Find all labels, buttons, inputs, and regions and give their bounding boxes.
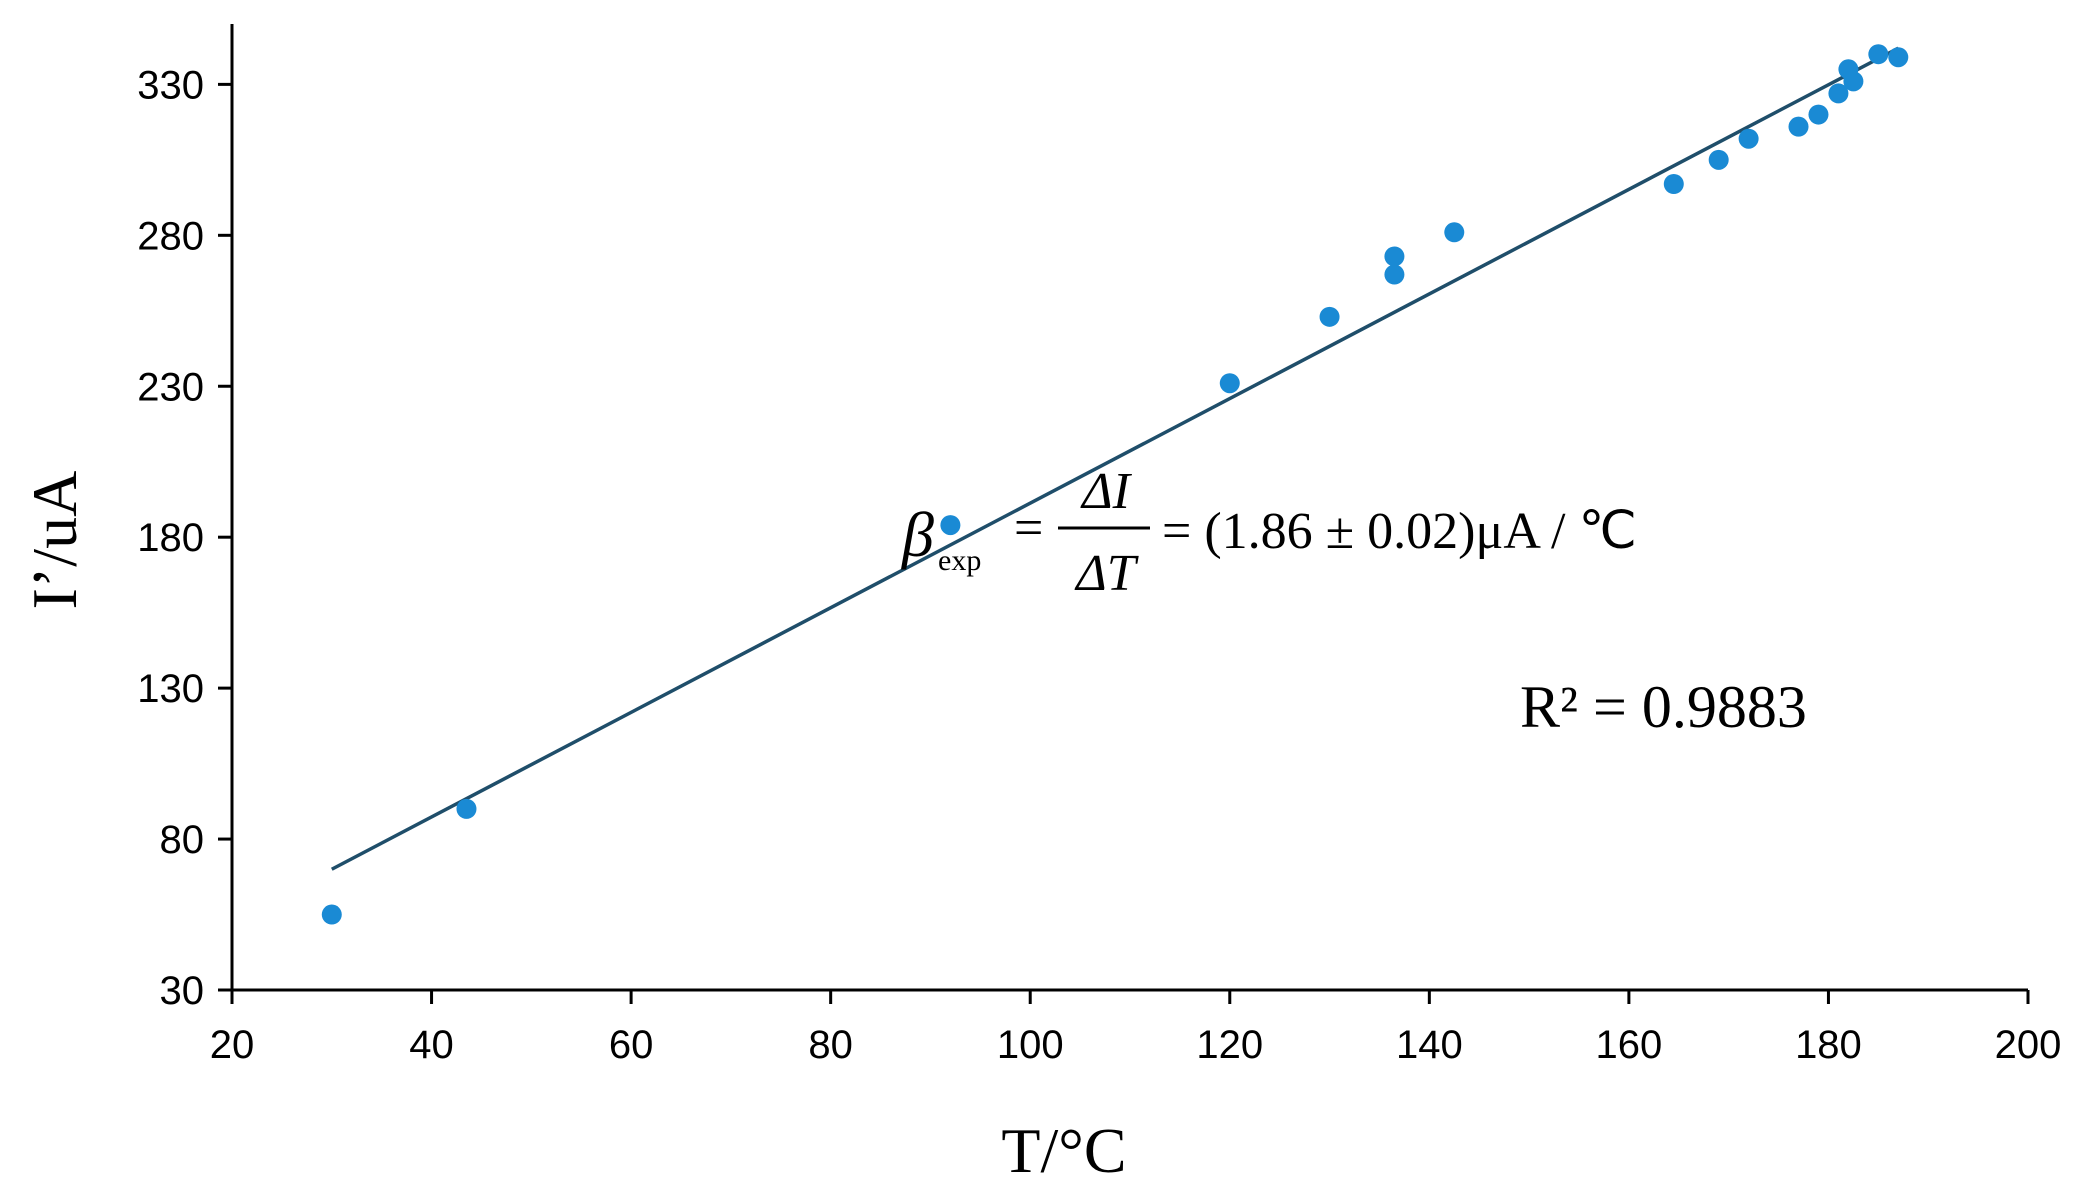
beta-denominator: ΔT — [1074, 545, 1139, 602]
data-point — [1828, 83, 1849, 104]
x-axis-title: T/°C — [1001, 1115, 1126, 1186]
data-point — [1663, 173, 1684, 194]
axes — [230, 24, 2028, 992]
beta-value: = (1.86 ± 0.02)μA / ℃ — [1162, 503, 1637, 560]
data-point — [1843, 71, 1864, 92]
y-axis-title: I’/uA — [19, 471, 90, 610]
data-point — [1384, 264, 1405, 285]
trendline — [330, 46, 1900, 871]
data-points — [321, 44, 1909, 925]
data-point — [1319, 306, 1340, 327]
y-ticks: 30 80 130 180 230 280 330 — [137, 63, 232, 1013]
x-tick-label: 180 — [1795, 1023, 1862, 1067]
x-tick-label: 200 — [1995, 1023, 2062, 1067]
data-point — [1868, 44, 1889, 65]
x-tick-label: 60 — [609, 1023, 654, 1067]
x-tick-label: 140 — [1396, 1023, 1463, 1067]
y-tick-label: 230 — [137, 365, 204, 409]
x-tick-label: 20 — [210, 1023, 255, 1067]
data-point — [321, 904, 342, 925]
x-tick-label: 120 — [1196, 1023, 1263, 1067]
svg-text:=: = — [1014, 500, 1043, 557]
y-tick-label: 130 — [137, 667, 204, 711]
y-tick-label: 330 — [137, 63, 204, 107]
data-point — [1738, 128, 1759, 149]
x-tick-label: 100 — [997, 1023, 1064, 1067]
x-tick-label: 40 — [409, 1023, 454, 1067]
x-tick-label: 160 — [1596, 1023, 1663, 1067]
x-tick-label: 80 — [808, 1023, 853, 1067]
y-tick-label: 30 — [160, 969, 205, 1013]
y-tick-label: 80 — [160, 818, 205, 862]
data-point — [1808, 104, 1829, 125]
data-point — [1384, 246, 1405, 267]
data-point — [1788, 116, 1809, 137]
y-tick-label: 280 — [137, 214, 204, 258]
data-point — [1888, 47, 1909, 68]
data-point — [456, 798, 477, 819]
beta-numerator: ΔI — [1080, 463, 1133, 520]
trendline-group — [330, 46, 1900, 871]
data-point — [1219, 373, 1240, 394]
r-squared-annotation: R² = 0.9883 — [1520, 674, 1807, 740]
data-point — [1708, 149, 1729, 170]
data-point — [1444, 222, 1465, 243]
beta-symbol: β — [900, 499, 934, 570]
beta-formula-annotation: β exp = ΔI ΔT = (1.86 ± 0.02)μA / ℃ — [900, 463, 1637, 602]
beta-subscript: exp — [938, 544, 981, 577]
x-ticks: 20 40 60 80 100 120 140 160 180 200 — [210, 990, 2062, 1067]
y-tick-label: 180 — [137, 516, 204, 560]
data-point — [940, 515, 961, 536]
